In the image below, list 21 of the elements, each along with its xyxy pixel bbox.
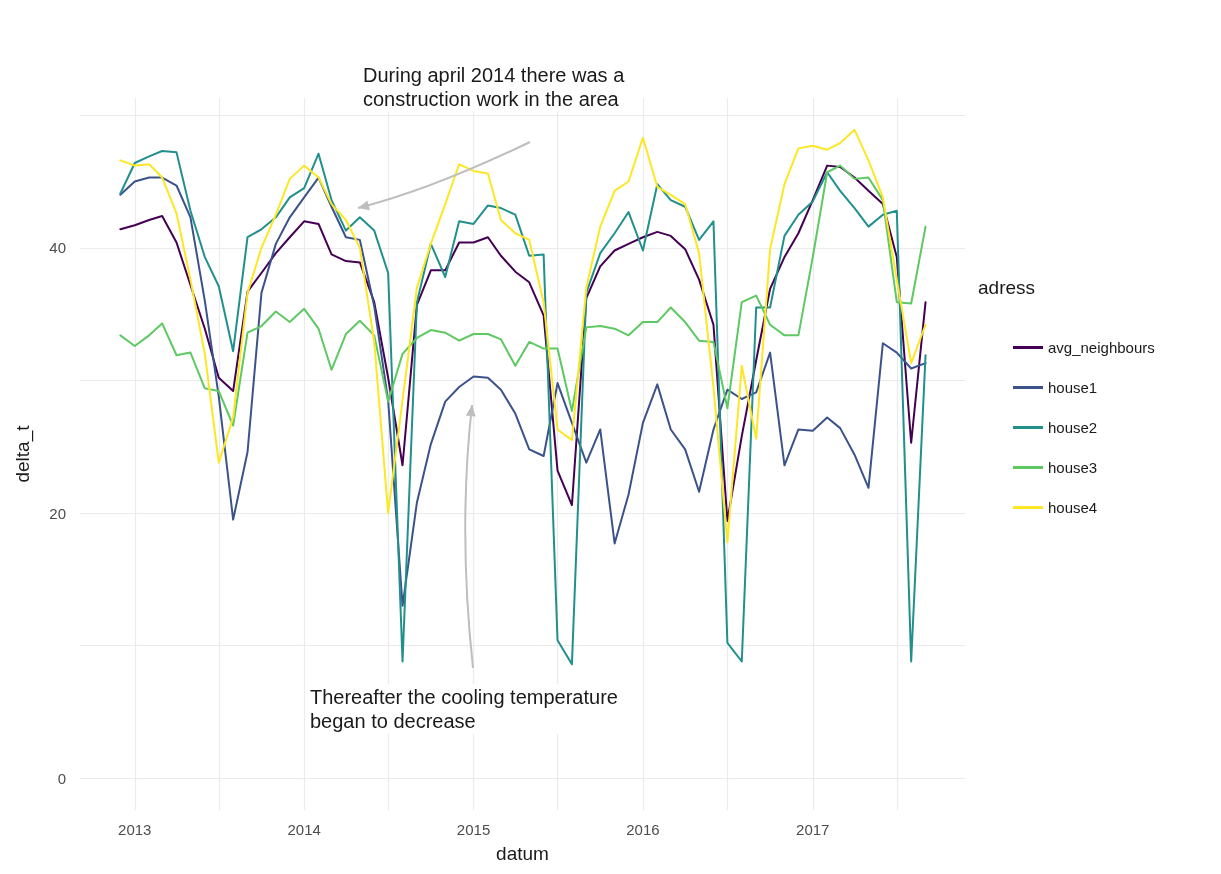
x-tick-label: 2015 [456, 821, 491, 838]
y-tick-label: 40 [49, 239, 66, 257]
x-tick-label: 2016 [626, 821, 660, 838]
x-tick-label: 2014 [287, 821, 321, 838]
line-series [119, 150, 927, 666]
line-series [119, 164, 927, 427]
annotation: Thereafter the cooling temperature began to decrease [310, 686, 618, 732]
legend-label: house2 [1048, 419, 1098, 436]
legend-title: adress [978, 277, 1036, 298]
y-axis-title: delta_t [12, 424, 34, 483]
line-series [119, 176, 927, 607]
y-tick-label: 0 [57, 769, 66, 787]
legend-label: avg_neighbours [1048, 339, 1155, 356]
y-tick-label: 20 [49, 504, 66, 522]
x-axis-title: datum [496, 843, 549, 864]
legend-label: house3 [1048, 459, 1098, 476]
annotation: During april 2014 there was a construction work in the area [363, 64, 626, 110]
x-tick-label: 2017 [796, 821, 830, 838]
legend-label: house4 [1048, 499, 1098, 516]
legend-label: house1 [1048, 379, 1098, 396]
x-tick-label: 2013 [118, 821, 152, 838]
